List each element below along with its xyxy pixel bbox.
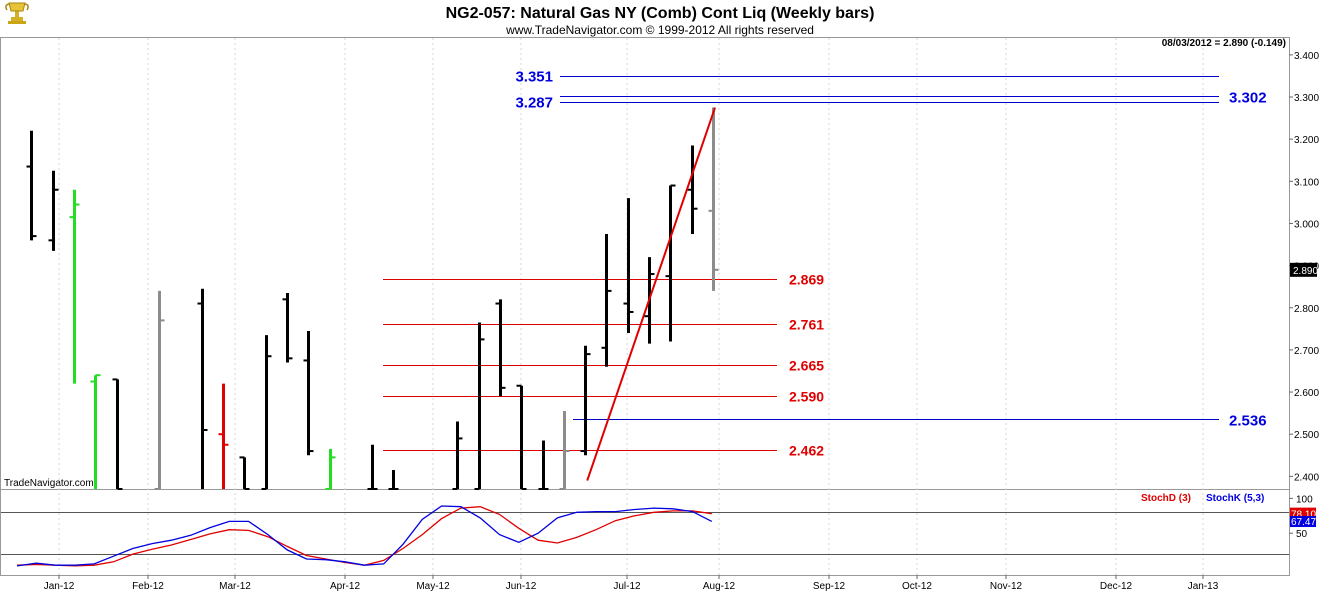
ohlc-bar xyxy=(474,322,485,490)
ohlc-bar xyxy=(112,378,123,490)
x-tick-label: Apr-12 xyxy=(330,581,360,592)
trendline xyxy=(586,107,716,481)
last-price-box xyxy=(1290,262,1317,277)
retracement-label: 2.462 xyxy=(789,443,824,459)
ohlc-bar xyxy=(239,456,250,490)
x-tick-label: Nov-12 xyxy=(990,581,1023,592)
ohlc-bar xyxy=(154,290,165,490)
stoch-k-last-value: 67.47 xyxy=(1291,517,1316,528)
price-panel-frame xyxy=(0,37,1290,490)
ohlc-bar xyxy=(559,411,570,490)
y-tick-label: 2.400 xyxy=(1294,472,1319,483)
ohlc-bar xyxy=(303,330,314,456)
ohlc-bar xyxy=(26,130,37,241)
x-tick-label: Aug-12 xyxy=(703,581,736,592)
stochastic-panel-frame xyxy=(0,489,1290,576)
y-tick-label: 3.400 xyxy=(1294,51,1319,62)
retracement-label: 2.590 xyxy=(789,389,824,405)
y-tick-label: 2.500 xyxy=(1294,430,1319,441)
retracement-label: 2.761 xyxy=(789,317,824,333)
x-tick-label: Jun-12 xyxy=(506,581,537,592)
y-tick-label: 3.200 xyxy=(1294,135,1319,146)
ohlc-bars xyxy=(26,107,719,490)
ohlc-bar xyxy=(69,189,80,384)
x-tick-label: Jan-12 xyxy=(44,581,75,592)
legend-stoch-d: StochD (3) xyxy=(1141,493,1191,504)
trophy-logo-icon xyxy=(5,2,29,24)
ohlc-bar xyxy=(708,107,719,291)
retracement-label: 2.665 xyxy=(789,358,824,374)
ohlc-bar xyxy=(197,288,208,489)
ohlc-bar xyxy=(452,421,463,490)
ohlc-bar xyxy=(261,335,272,490)
last-quote-label: 08/03/2012 = 2.890 (-0.149) xyxy=(1162,38,1286,49)
ohlc-bar xyxy=(580,345,591,456)
last-price-marker: 2.890 xyxy=(1290,262,1318,277)
chart-title: NG2-057: Natural Gas NY (Comb) Cont Liq … xyxy=(446,5,875,22)
ohlc-bar xyxy=(282,293,293,363)
stochastic-tick-label: 100 xyxy=(1296,494,1313,505)
price-levels: 2.869 2.761 2.665 2.590 2.462 3.351 3.287 3.302… xyxy=(383,69,1267,459)
target-label: 3.287 xyxy=(515,95,553,112)
copyright-text: www.TradeNavigator.com © 1999-2012 All r… xyxy=(505,23,814,37)
ohlc-bar xyxy=(687,145,698,234)
ohlc-bar xyxy=(601,233,612,367)
y-tick-label: 2.600 xyxy=(1294,388,1319,399)
x-tick-label: Jul-12 xyxy=(613,581,641,592)
y-tick-label: 3.100 xyxy=(1294,177,1319,188)
x-tick-label: Feb-12 xyxy=(132,581,164,592)
target-label: 3.302 xyxy=(1229,90,1267,107)
ohlc-bar xyxy=(48,170,59,251)
y-tick-label: 3.300 xyxy=(1294,93,1319,104)
stochastic-tick-label: 50 xyxy=(1296,529,1308,540)
ohlc-bar xyxy=(218,383,229,489)
price-axis: 3.4003.3003.2003.1003.0002.9002.8002.700… xyxy=(1289,51,1319,483)
vertical-gridlines xyxy=(58,38,1204,575)
stoch-k-last-box xyxy=(1290,516,1316,528)
ohlc-bar xyxy=(538,440,549,490)
y-tick-label: 2.800 xyxy=(1294,304,1319,315)
legend-stoch-k: StochK (5,3) xyxy=(1206,493,1264,504)
ohlc-bar xyxy=(367,444,378,490)
y-tick-label: 3.000 xyxy=(1294,219,1319,230)
y-tick-label: 2.700 xyxy=(1294,346,1319,357)
time-axis: Jan-12 Feb-12 Mar-12 Apr-12 May-12 Jun-12 Jul-… xyxy=(44,575,1219,592)
stoch-d-last-value: 78.10 xyxy=(1291,510,1316,521)
ohlc-bar xyxy=(623,198,634,334)
target-label: 3.351 xyxy=(515,69,553,86)
target-label: 2.536 xyxy=(1229,413,1267,430)
x-tick-label: Dec-12 xyxy=(1100,581,1133,592)
retracement-label: 2.869 xyxy=(789,272,824,288)
trendline-segment xyxy=(586,107,716,481)
x-tick-label: May-12 xyxy=(416,581,450,592)
x-tick-label: Jan-13 xyxy=(1188,581,1219,592)
ohlc-bar xyxy=(90,374,101,489)
stoch-k-line xyxy=(16,505,713,567)
x-tick-label: Oct-12 xyxy=(902,581,932,592)
x-tick-label: Mar-12 xyxy=(219,581,251,592)
ohlc-bar xyxy=(495,299,506,397)
stoch-d-line xyxy=(16,506,712,567)
ohlc-bar xyxy=(325,448,336,490)
last-price-value: 2.890 xyxy=(1293,266,1318,277)
ohlc-bar xyxy=(665,184,676,342)
x-tick-label: Sep-12 xyxy=(813,581,846,592)
ohlc-bar xyxy=(516,384,527,490)
ohlc-bar xyxy=(388,470,399,490)
watermark-text: TradeNavigator.com xyxy=(4,478,94,489)
